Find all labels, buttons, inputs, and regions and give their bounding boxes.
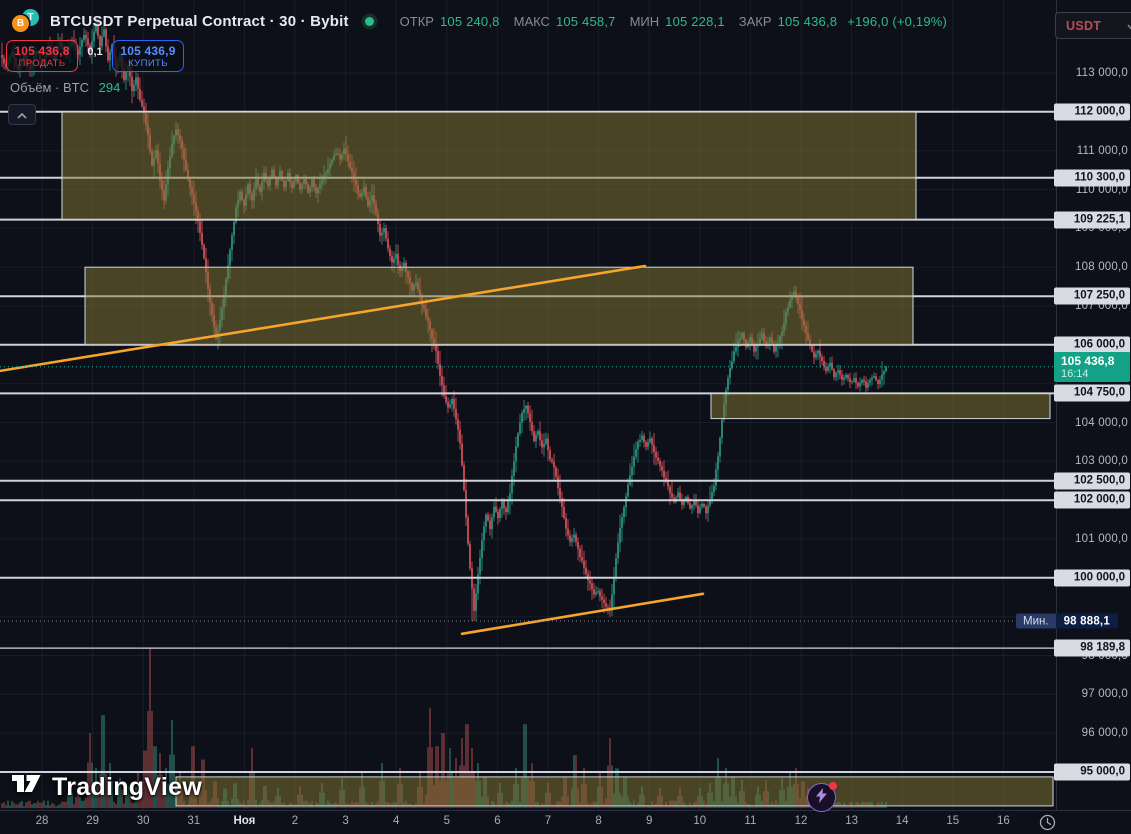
time-axis-label: 6 [494, 815, 501, 827]
time-axis-label: Ноя [233, 815, 256, 827]
symbol-title[interactable]: BTCUSDT Perpetual Contract · 30 · Bybit [50, 12, 349, 30]
btc-coin-icon: B [12, 15, 29, 32]
time-axis-label: 15 [946, 815, 960, 827]
notification-dot [829, 782, 837, 790]
collapse-panel-button[interactable] [8, 104, 36, 125]
clock-icon[interactable] [1038, 814, 1056, 832]
price-axis-label: 101 000,0 [1075, 533, 1128, 545]
zone-rectangle[interactable] [61, 111, 917, 221]
trendline[interactable] [0, 264, 647, 373]
lightning-fab-button[interactable] [807, 782, 837, 812]
ohlc-stats: ОТКР 105 240,8 МАКС 105 458,7 МИН 105 22… [392, 14, 947, 29]
bar-countdown: 16:14 [1061, 367, 1089, 380]
time-axis-label: 3 [342, 815, 349, 827]
price-axis-label: 111 000,0 [1076, 144, 1128, 157]
price-level-badge: 104 750,0 [1054, 384, 1130, 402]
current-price-badge: 105 436,8 16:14 [1054, 351, 1130, 382]
price-level-badge: 100 000,0 [1054, 569, 1130, 587]
price-level-badge: 95 000,0 [1054, 763, 1130, 781]
time-axis-label: 7 [544, 815, 552, 827]
price-level-badge: 98 189,8 [1054, 639, 1130, 657]
time-axis-label: 9 [645, 815, 653, 827]
time-axis-label: 8 [595, 815, 602, 827]
price-level-badge: 102 000,0 [1054, 491, 1130, 509]
time-axis-label: 13 [845, 815, 858, 827]
trade-buttons: 105 436,8 ПРОДАТЬ 0,1 105 436,9 КУПИТЬ [6, 40, 184, 72]
time-axis-label: 4 [392, 815, 400, 827]
price-level-badge: 106 000,0 [1054, 336, 1130, 354]
price-level-badge: 107 250,0 [1054, 287, 1130, 305]
time-axis-label: 10 [693, 815, 707, 827]
currency-dropdown[interactable]: USDT [1055, 12, 1131, 39]
time-axis[interactable]: 28 29 30 31 Ноя 2 3 4 5 6 7 8 9 10 11 12 13 14 15 16 [0, 810, 1131, 834]
price-axis-label: 103 000,0 [1075, 455, 1128, 468]
low-label: МИН [629, 13, 660, 29]
buy-button[interactable]: 105 436,9 КУПИТЬ [112, 40, 184, 72]
session-low-badge: Мин. 98 888,1 [1016, 613, 1118, 629]
time-axis-label: 12 [794, 815, 808, 827]
time-axis-label: 31 [187, 815, 201, 827]
price-axis-label: 113 000,0 [1075, 67, 1128, 79]
sell-label: ПРОДАТЬ [18, 57, 66, 69]
btcusdt-pair-icon: T B [10, 8, 42, 34]
price-axis[interactable]: 113 000,0 111 000,0 110 000,0 109 000,0 108 … [1054, 0, 1131, 810]
price-level-badge: 102 500,0 [1054, 472, 1130, 490]
close-value: 105 436,8 [777, 13, 838, 29]
price-level-badge: 112 000,0 [1054, 103, 1130, 121]
high-label: МАКС [513, 13, 550, 29]
lightning-icon [815, 787, 828, 808]
zone-rectangle[interactable] [84, 266, 914, 346]
spread-value: 0,1 [87, 46, 103, 58]
zone-rectangle[interactable] [175, 776, 1054, 807]
trendline[interactable] [460, 592, 705, 636]
time-axis-label: 5 [443, 815, 450, 827]
currency-selected: USDT [1066, 18, 1102, 33]
min-label: Мин. [1016, 613, 1056, 629]
buy-label: КУПИТЬ [128, 57, 168, 69]
min-value: 98 888,1 [1055, 613, 1118, 629]
open-value: 105 240,8 [439, 13, 500, 29]
price-axis-label: 104 000,0 [1075, 416, 1128, 429]
volume-value: 294 [98, 80, 121, 95]
change-value: +196,0 (+0,19%) [847, 13, 948, 29]
chevron-up-icon [17, 107, 27, 122]
chart-legend: T B BTCUSDT Perpetual Contract · 30 · By… [10, 8, 947, 34]
price-level-badge: 110 300,0 [1054, 169, 1130, 187]
time-axis-label: 16 [996, 815, 1010, 827]
price-level-badge: 109 225,1 [1054, 211, 1130, 229]
price-axis-label: 110 000,0 [1075, 183, 1128, 196]
time-axis-label: 29 [86, 815, 99, 827]
sell-button[interactable]: 105 436,8 ПРОДАТЬ [6, 40, 78, 72]
open-label: ОТКР [399, 13, 434, 29]
high-value: 105 458,7 [555, 13, 616, 29]
price-axis-label: 97 000,0 [1081, 688, 1128, 701]
candlestick-chart[interactable] [0, 0, 1056, 810]
market-status-icon[interactable] [364, 16, 374, 26]
sell-price: 105 436,8 [14, 43, 70, 58]
time-axis-label: 28 [35, 815, 49, 827]
volume-legend: Объём · BTC 294 [10, 80, 120, 95]
zone-rectangle[interactable] [710, 392, 1051, 420]
buy-price: 105 436,9 [120, 43, 176, 58]
time-axis-label: 30 [136, 815, 150, 827]
chevron-down-icon [1127, 17, 1131, 35]
volume-label: Объём · BTC [10, 80, 89, 95]
price-axis-label: 108 000,0 [1075, 261, 1128, 274]
low-value: 105 228,1 [665, 13, 725, 29]
close-label: ЗАКР [738, 13, 772, 29]
time-axis-label: 2 [291, 815, 299, 827]
time-axis-label: 11 [744, 815, 757, 827]
time-axis-label: 14 [895, 815, 909, 827]
price-axis-label: 96 000,0 [1081, 727, 1128, 740]
